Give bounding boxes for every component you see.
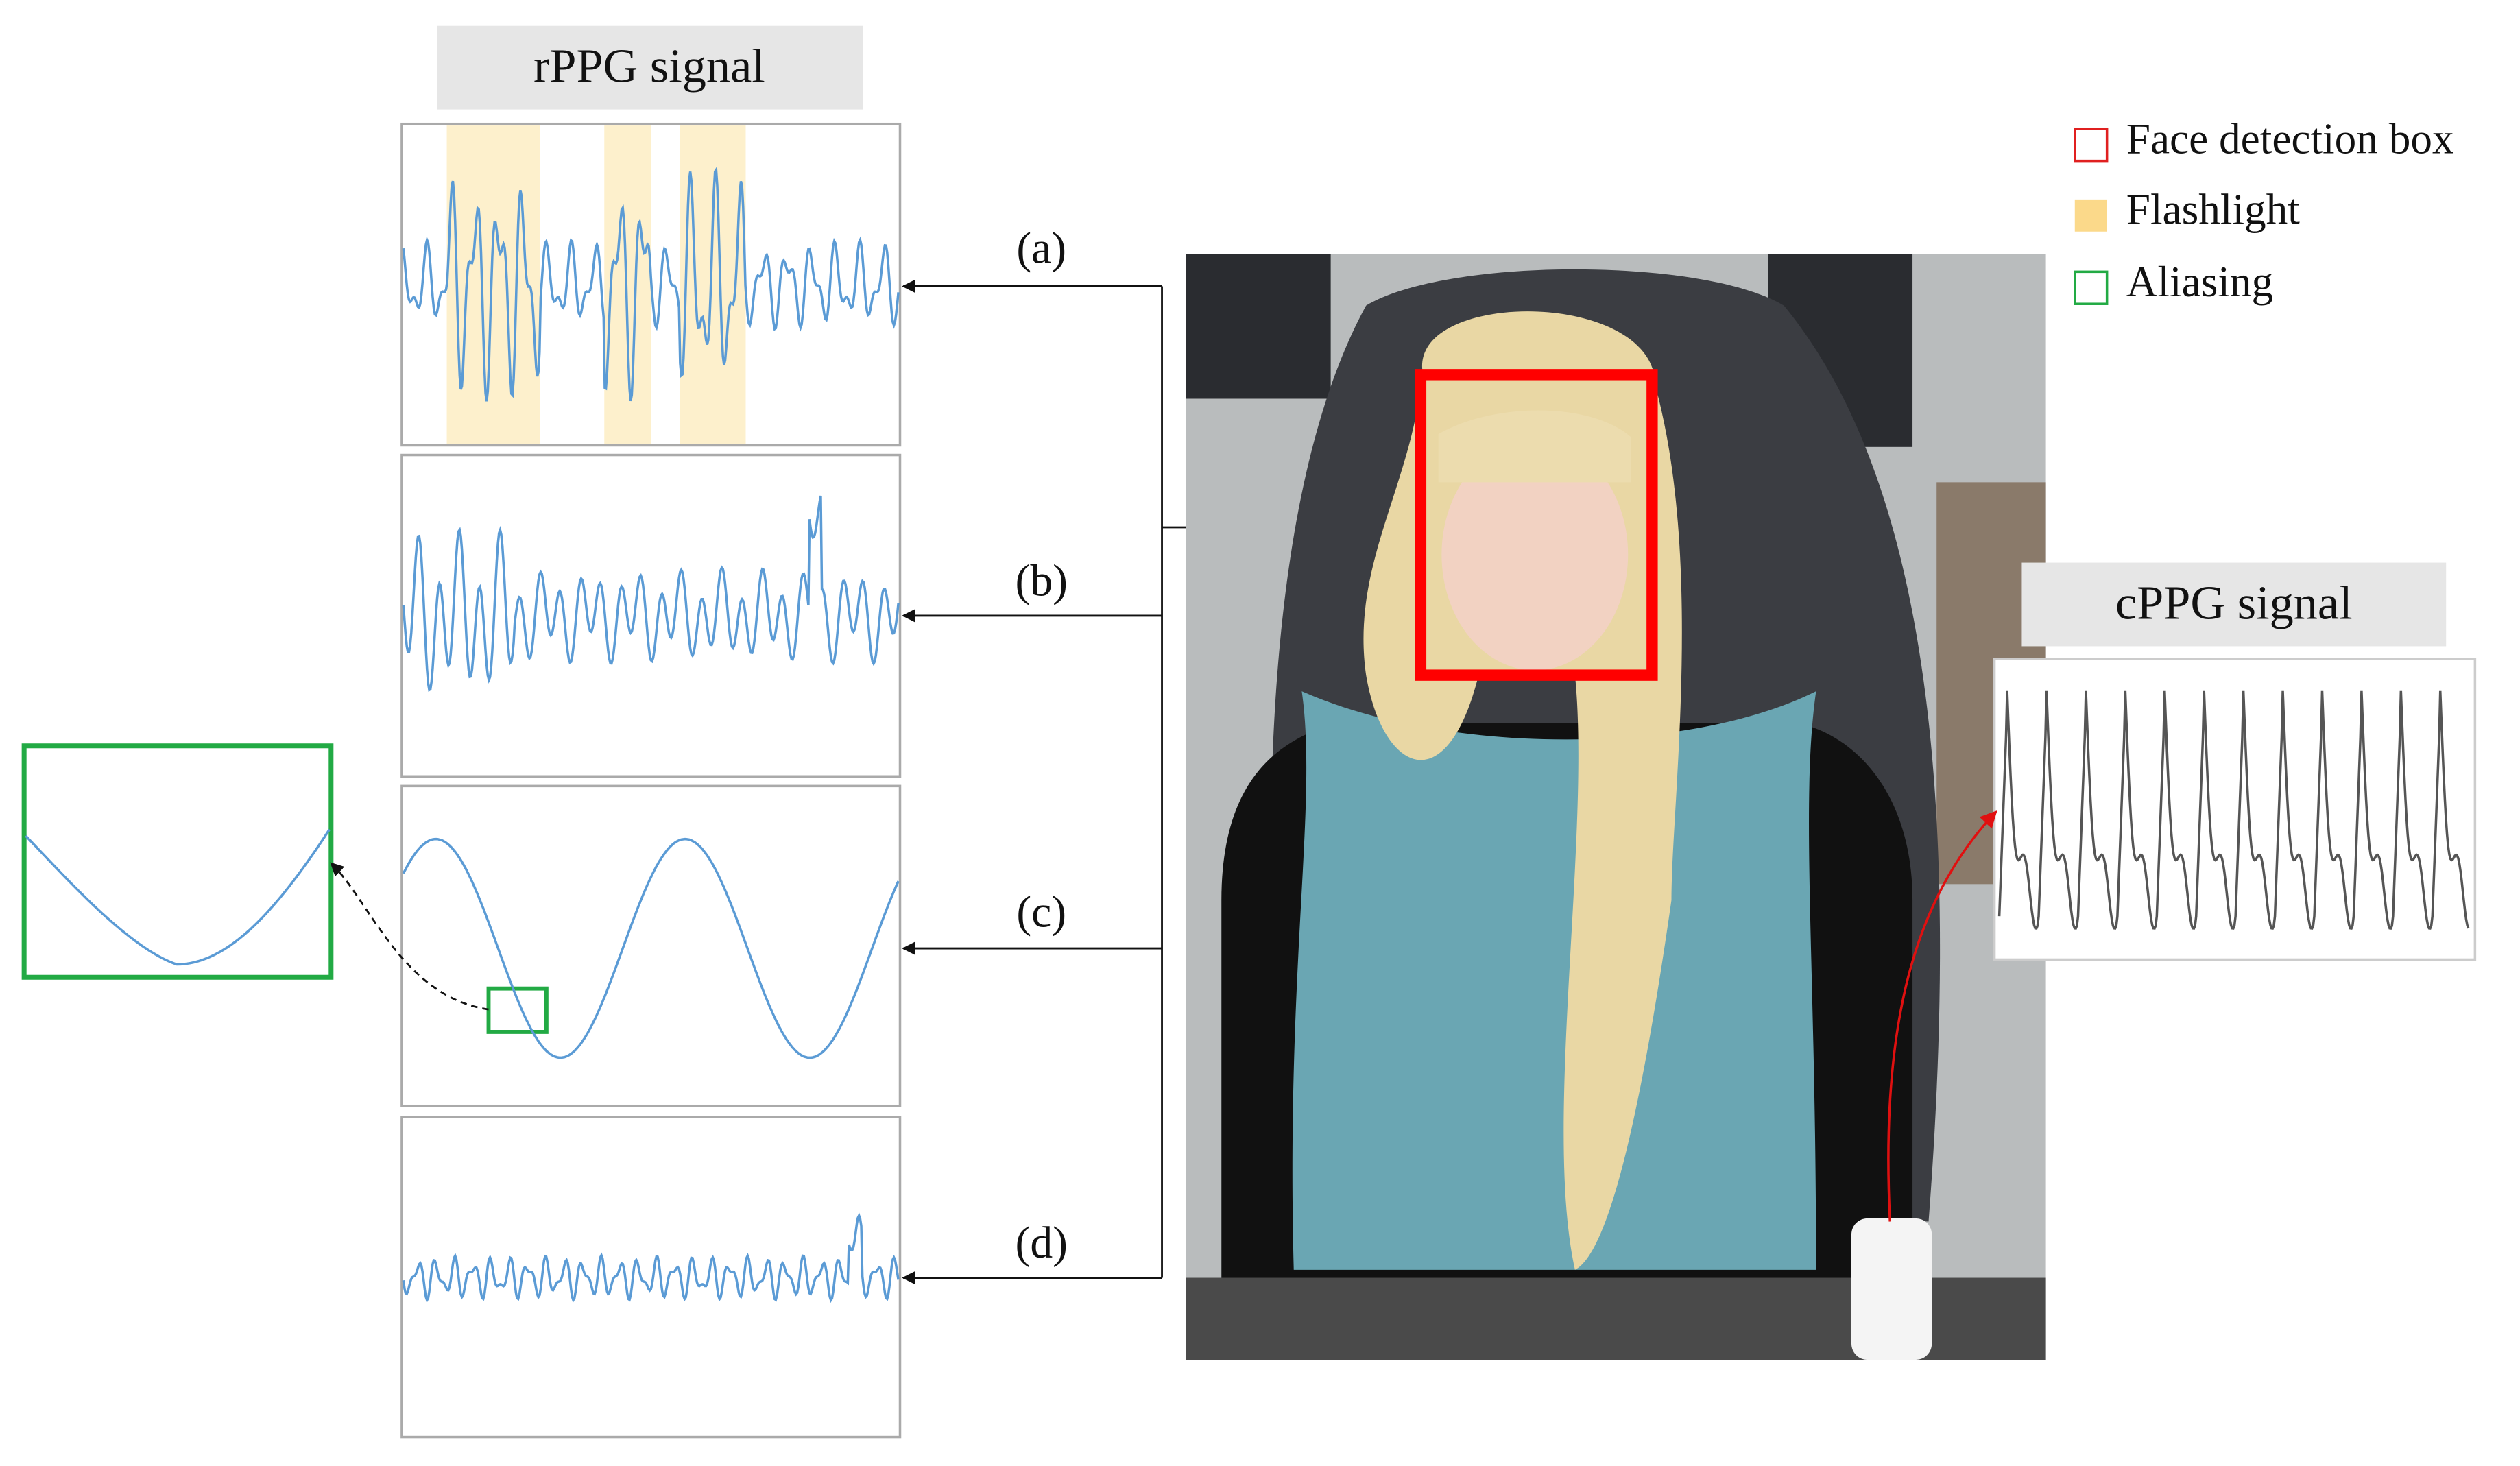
panel-label: (b) [1015,556,1068,605]
legend-label: Aliasing [2126,258,2273,306]
panel-frame [400,784,902,1107]
rppg-wave [402,166,900,402]
photo [1186,254,2046,1360]
title-box [2021,562,2447,647]
zoom-wave [25,828,331,966]
panel-label: (a) [1016,224,1066,273]
face-detection-box [1415,369,1658,681]
rppg-panels [400,122,902,1439]
panel-frame [400,453,902,778]
rppg-title: rPPG signal [533,40,765,93]
cppg-wave [1997,690,2470,930]
panel-label: (d) [1015,1218,1068,1268]
cppg-title: cPPG signal [2115,576,2353,629]
rppg-wave [402,1212,900,1303]
legend-swatch [2074,270,2109,305]
zoom-box [21,743,334,980]
bangs [1438,410,1631,483]
panel-frame [400,1116,902,1439]
legend-swatch [2074,127,2109,163]
cppg-arrow [1887,810,1997,1222]
legend-label: Flashlight [2126,185,2301,233]
flashlight-band [446,125,540,444]
aliasing-box [486,986,549,1034]
rppg-wave [402,837,900,1059]
pulse-oximeter [1851,1218,1932,1360]
zoom-arrow [330,862,489,1011]
panel-label: (c) [1016,887,1066,937]
legend-swatch [2074,199,2107,232]
rppg-wave [402,495,900,692]
title-box [437,25,863,110]
legend-label: Face detection box [2126,115,2454,163]
monitor [1186,254,1331,399]
vest [1292,691,1816,1270]
face [1441,439,1629,671]
panel-frame [400,122,902,447]
